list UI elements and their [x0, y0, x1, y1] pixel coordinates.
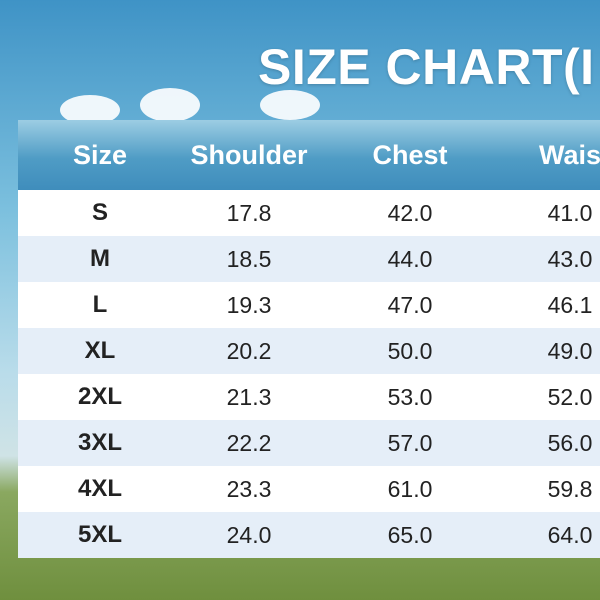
- column-header: Wais: [538, 139, 600, 170]
- table-cell: L: [92, 291, 108, 318]
- cloud: [140, 88, 200, 122]
- table-cell: 2XL: [77, 383, 123, 410]
- table-cell: 47.0: [387, 291, 433, 318]
- table-row: S 17.8 42.0 41.0: [18, 190, 600, 236]
- column-header: Shoulder: [190, 139, 308, 170]
- table-cell: 3XL: [77, 429, 123, 456]
- table-row: 2XL 21.3 53.0 52.0: [18, 374, 600, 420]
- table-cell: 49.0: [547, 337, 593, 364]
- header-row: Size Shoulder Chest Wais: [18, 120, 600, 190]
- table-cell: XL: [84, 337, 116, 364]
- table-cell: 5XL: [77, 521, 123, 548]
- table-cell: 24.0: [226, 521, 272, 548]
- table-cell: 43.0: [547, 245, 593, 272]
- table-cell: 50.0: [387, 337, 433, 364]
- table-cell: 18.5: [226, 245, 272, 272]
- table-cell: 53.0: [387, 383, 433, 410]
- table-cell: 20.2: [226, 337, 272, 364]
- cloud: [260, 90, 320, 120]
- column-header: Size: [72, 139, 128, 170]
- table-cell: 57.0: [387, 429, 433, 456]
- table-row: M 18.5 44.0 43.0: [18, 236, 600, 282]
- title: SIZE CHART(I: [258, 39, 595, 95]
- table-row: 5XL 24.0 65.0 64.0: [18, 512, 600, 558]
- table-cell: M: [90, 245, 110, 272]
- table-cell: 46.1: [547, 291, 593, 318]
- table-cell: 19.3: [226, 291, 272, 318]
- table-cell: S: [91, 199, 109, 226]
- table-cell: 21.3: [226, 383, 272, 410]
- table-cell: 61.0: [387, 475, 433, 502]
- table-row: 4XL 23.3 61.0 59.8: [18, 466, 600, 512]
- table-cell: 65.0: [387, 521, 433, 548]
- table-cell: 41.0: [547, 199, 593, 226]
- table-cell: 17.8: [226, 199, 272, 226]
- column-header: Chest: [372, 139, 448, 170]
- table-cell: 44.0: [387, 245, 433, 272]
- table-row: L 19.3 47.0 46.1: [18, 282, 600, 328]
- table-cell: 22.2: [226, 429, 272, 456]
- table-cell: 64.0: [547, 521, 593, 548]
- table-row: 3XL 22.2 57.0 56.0: [18, 420, 600, 466]
- table-cell: 4XL: [77, 475, 123, 502]
- table: Size Shoulder Chest Wais S 17.8 42.0 41.0 M 18.5 4…: [18, 120, 600, 558]
- table-cell: 42.0: [387, 199, 433, 226]
- table-cell: 23.3: [226, 475, 272, 502]
- table-cell: 59.8: [547, 475, 593, 502]
- table-cell: 52.0: [547, 383, 593, 410]
- table-row: XL 20.2 50.0 49.0: [18, 328, 600, 374]
- table-cell: 56.0: [547, 429, 593, 456]
